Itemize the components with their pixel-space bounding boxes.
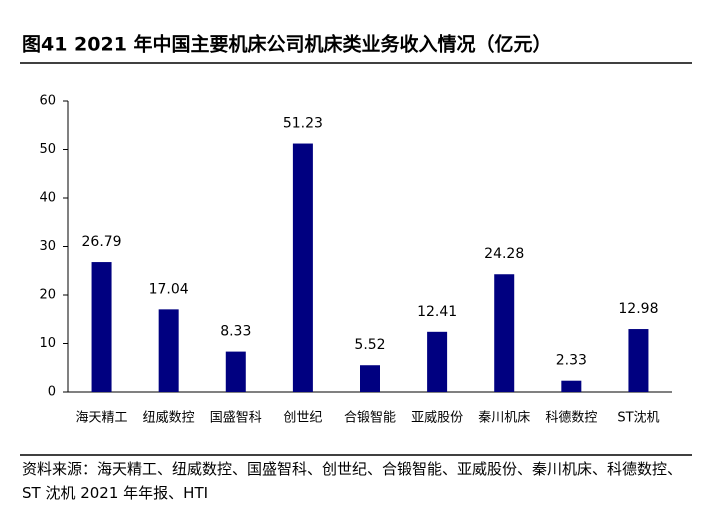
chart-title: 图41 2021 年中国主要机床公司机床类业务收入情况（亿元） — [22, 33, 552, 56]
x-tick-label: 纽威数控 — [143, 411, 195, 426]
bar — [158, 309, 179, 392]
x-tick-label: ST沈机 — [617, 411, 659, 426]
bar — [91, 262, 112, 392]
data-label: 17.04 — [149, 281, 189, 297]
data-label: 51.23 — [283, 116, 323, 132]
y-tick-label: 60 — [39, 94, 56, 109]
y-tick-label: 50 — [39, 142, 56, 157]
y-tick-label: 30 — [39, 239, 56, 254]
source-note: 资料来源：海天精工、纽威数控、国盛智科、创世纪、合锻智能、亚威股份、秦川机床、科… — [22, 460, 683, 502]
bar — [225, 351, 246, 392]
bar — [360, 365, 380, 392]
y-tick-label: 10 — [39, 336, 56, 351]
x-tick-label: 秦川机床 — [478, 411, 530, 426]
x-tick-label: 国盛智科 — [210, 411, 262, 426]
bar — [292, 143, 313, 392]
data-label: 8.33 — [220, 324, 251, 340]
x-tick-label: 海天精工 — [76, 411, 128, 426]
y-tick-label: 20 — [39, 288, 56, 303]
data-label: 24.28 — [484, 246, 524, 262]
data-label: 2.33 — [556, 353, 587, 369]
y-tick-label: 0 — [48, 385, 56, 400]
x-tick-label: 合锻智能 — [344, 411, 396, 426]
data-label: 5.52 — [354, 337, 385, 353]
x-tick-label: 科德数控 — [545, 411, 597, 426]
data-label: 26.79 — [82, 234, 122, 250]
bar — [628, 329, 649, 392]
data-label: 12.98 — [618, 301, 658, 317]
data-label: 12.41 — [417, 304, 457, 320]
bar — [561, 380, 582, 392]
y-tick-label: 40 — [39, 191, 56, 206]
bar — [494, 274, 515, 392]
x-tick-label: 创世纪 — [283, 411, 322, 426]
x-tick-label: 亚威股份 — [411, 411, 463, 426]
bar — [427, 331, 448, 392]
